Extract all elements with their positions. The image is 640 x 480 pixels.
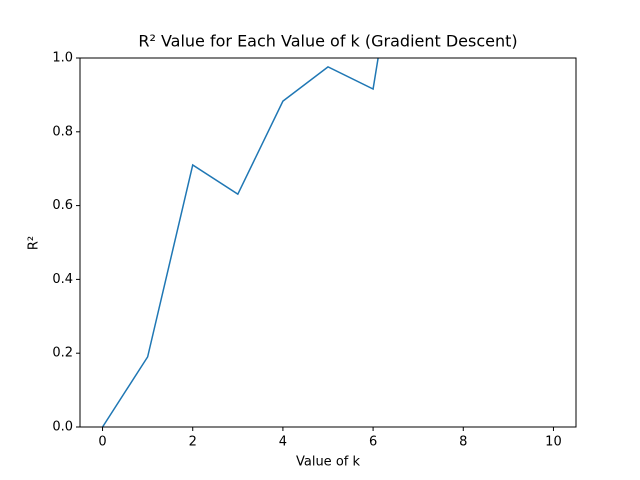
- y-tick-label: 0.6: [52, 198, 73, 213]
- axes-frame: [79, 57, 577, 428]
- x-tick-label: 2: [189, 435, 197, 450]
- chart-title: R² Value for Each Value of k (Gradient D…: [138, 32, 517, 51]
- y-tick-label: 0.4: [52, 272, 73, 287]
- x-tick-label: 0: [98, 435, 106, 450]
- y-tick-label: 0.2: [52, 346, 73, 361]
- x-tick-label: 10: [545, 435, 562, 450]
- data-line: [101, 58, 379, 427]
- x-tick-label: 4: [279, 435, 287, 450]
- x-tick-label: 8: [459, 435, 467, 450]
- y-tick-label: 1.0: [52, 51, 73, 66]
- plot-area: [101, 58, 379, 427]
- x-axis-label: Value of k: [296, 455, 360, 470]
- y-axis-label: R²: [27, 236, 42, 250]
- y-tick-label: 0.8: [52, 124, 73, 139]
- x-tick-label: 6: [369, 435, 377, 450]
- y-tick-label: 0.0: [52, 420, 73, 435]
